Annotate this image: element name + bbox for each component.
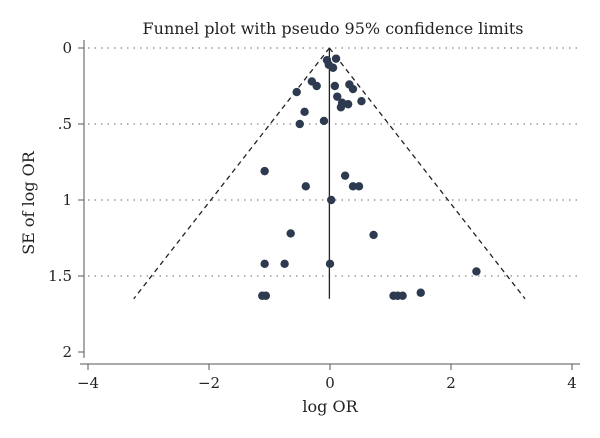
data-point-23 <box>327 195 336 205</box>
x-tick-label-4: 4 <box>567 374 577 392</box>
y-tick-label-3: 1.5 <box>48 267 72 285</box>
data-point-17 <box>295 119 304 129</box>
y-tick-label-4: 2 <box>62 343 72 361</box>
x-axis-label: log OR <box>302 397 358 416</box>
y-axis-label: SE of log OR <box>19 150 38 255</box>
data-point-24 <box>286 229 295 238</box>
data-point-9 <box>292 87 301 97</box>
data-point-21 <box>348 182 358 191</box>
data-point-6 <box>330 81 340 91</box>
data-point-18 <box>260 166 269 176</box>
data-point-1 <box>331 54 341 63</box>
y-tick-label-1: .5 <box>58 115 72 133</box>
data-point-12 <box>343 100 353 109</box>
x-tick-label-1: −2 <box>198 374 220 392</box>
data-point-31 <box>261 291 271 300</box>
data-points <box>258 54 481 300</box>
x-axis-ticks: −4 −2 0 2 4 <box>77 364 577 392</box>
data-point-26 <box>260 259 269 269</box>
x-tick-label-3: 2 <box>446 374 456 392</box>
x-tick-label-2: 0 <box>325 374 335 392</box>
data-point-20 <box>301 182 310 191</box>
y-axis-ticks: 0 .5 1 1.5 2 <box>48 39 84 361</box>
data-point-5 <box>312 81 321 91</box>
data-point-15 <box>300 107 309 117</box>
data-point-16 <box>319 116 329 126</box>
axes: −4 −2 0 2 4 0 .5 1 1.5 2 <box>48 39 580 392</box>
y-tick-label-0: 0 <box>62 39 72 57</box>
data-point-22 <box>354 182 364 191</box>
x-tick-label-0: −4 <box>77 374 99 392</box>
data-point-29 <box>472 267 481 276</box>
pseudo-ci-left-line <box>133 47 330 300</box>
pseudo-confidence-limits <box>133 47 526 300</box>
data-point-25 <box>369 230 378 240</box>
data-point-35 <box>416 288 425 297</box>
data-point-8 <box>348 84 358 94</box>
data-point-13 <box>357 97 366 106</box>
gridlines <box>88 47 578 277</box>
chart-title: Funnel plot with pseudo 95% confidence l… <box>143 19 524 38</box>
data-point-19 <box>340 171 350 180</box>
data-point-14 <box>336 103 346 112</box>
data-point-28 <box>325 259 335 269</box>
data-point-3 <box>328 63 338 72</box>
y-tick-label-2: 1 <box>62 191 72 209</box>
data-point-34 <box>398 291 407 300</box>
pseudo-ci-right-line <box>328 47 526 300</box>
data-point-27 <box>280 259 289 269</box>
data-point-10 <box>333 92 342 101</box>
